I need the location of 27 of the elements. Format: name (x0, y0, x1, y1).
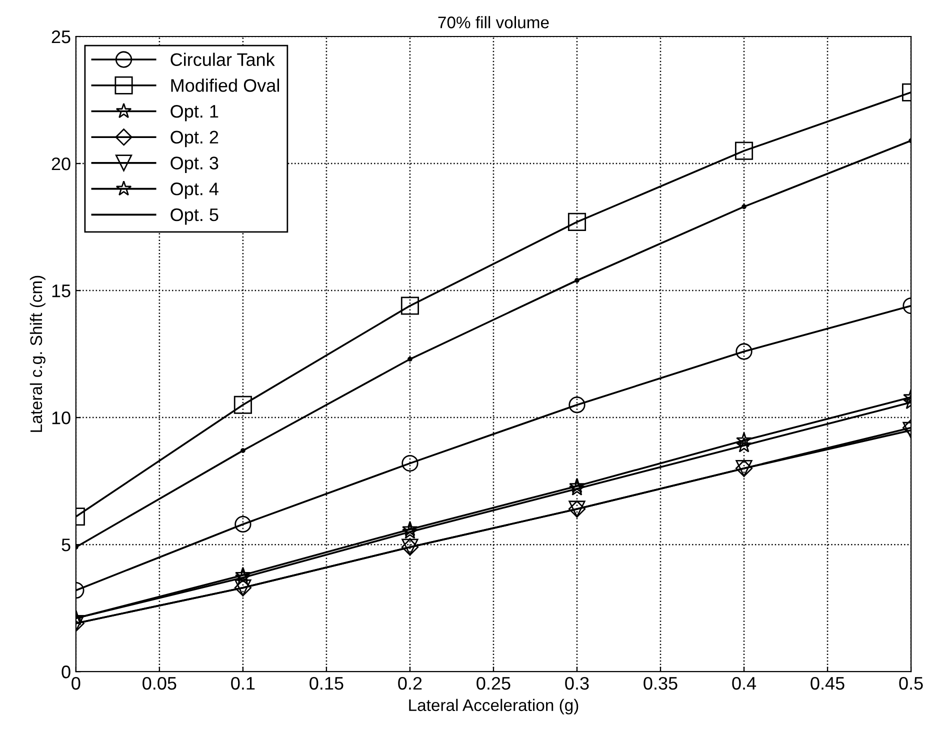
x-tick-label: 0.05 (142, 676, 176, 690)
y-tick-label: 5 (62, 538, 70, 552)
chart-title: 70% fill volume (438, 16, 549, 28)
x-tick-label: 0.45 (810, 676, 844, 690)
legend-label: Opt. 2 (170, 130, 218, 148)
x-tick-label: 0.4 (732, 676, 756, 690)
x-tick-label: 0.15 (310, 676, 344, 690)
x-tick-label: 0.2 (398, 676, 422, 690)
legend-label: Opt. 5 (170, 208, 218, 225)
y-tick-label: 10 (52, 411, 70, 424)
legend-label: Modified Oval (171, 78, 279, 92)
y-tick-label: 0 (62, 666, 70, 678)
y-tick-label: 20 (52, 157, 70, 170)
legend-label: Opt. 3 (170, 156, 218, 174)
x-tick-label: 0.3 (565, 676, 589, 690)
y-tick-label: 15 (52, 284, 70, 298)
legend-label: Opt. 1 (170, 104, 218, 122)
x-tick-label: 0.35 (644, 676, 678, 690)
x-tick-label: 0.25 (476, 676, 510, 690)
x-tick-label: 0.1 (231, 676, 255, 690)
x-axis-title: Lateral Acceleration (g) (409, 698, 578, 714)
x-tick-label: 0.5 (899, 676, 923, 690)
legend-label: Opt. 4 (170, 182, 218, 199)
y-tick-label: 25 (52, 30, 70, 44)
legend-label: Circular Tank (170, 52, 275, 66)
x-tick-label: 0 (72, 676, 80, 690)
y-axis-title: Lateral c.g. Shift (cm) (30, 276, 46, 432)
